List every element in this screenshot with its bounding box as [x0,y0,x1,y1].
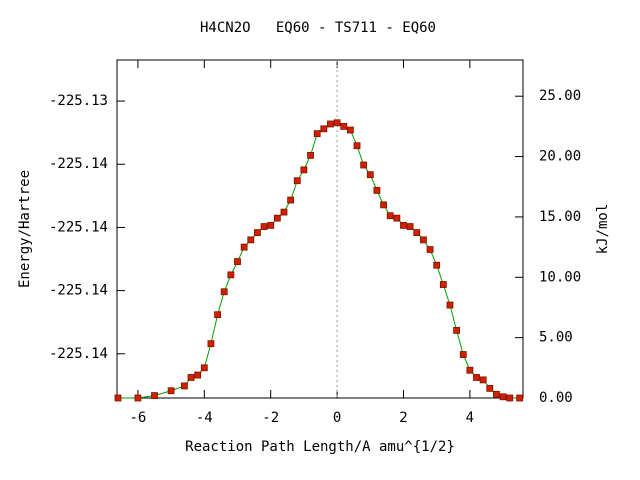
y2-tick-label: 10.00 [539,269,581,285]
point [287,196,295,204]
x-tick-label: 4 [466,410,474,426]
point [386,212,394,220]
point [406,223,414,230]
point [516,394,524,402]
point [433,261,441,269]
point [366,171,374,179]
y2-tick-label: 5.00 [539,330,573,346]
point [267,221,275,229]
point [327,120,334,128]
point [220,288,228,296]
point [446,301,454,309]
point [227,271,235,279]
point [499,393,507,401]
y2-tick-label: 15.00 [539,209,581,225]
point [373,186,381,194]
point [114,394,122,402]
point [313,130,321,138]
y-tick-label: -225.13 [49,93,108,109]
x-axis-label: Reaction Path Length/A amu^{1/2} [185,439,455,455]
point [180,382,188,390]
curve [117,122,520,399]
chart-title: H4CN2O EQ60 - TS711 - EQ60 [200,20,436,36]
point [247,236,255,244]
point [453,326,461,334]
point [333,119,341,127]
point [254,229,261,237]
point [307,151,314,159]
point [234,258,241,265]
x-tick-label: -6 [129,410,146,426]
point [300,166,308,174]
x-tick-label: 2 [399,410,407,426]
y-tick-label: -225.14 [49,283,108,299]
point [439,281,447,288]
point [493,390,500,398]
point [413,229,421,237]
point [353,142,361,150]
x-tick-label: 0 [333,410,341,426]
point [466,366,474,374]
y2-axis-label: kJ/mol [595,204,611,255]
point [167,387,175,395]
point [151,392,158,399]
point [207,340,215,348]
point [486,384,494,392]
x-tick-label: -2 [262,410,279,426]
point [479,376,487,384]
point [426,246,434,253]
point [346,126,354,134]
y-tick-label: -225.14 [49,219,108,235]
point [240,243,248,251]
point [506,394,514,402]
point [187,374,195,381]
plot-frame [116,59,524,399]
point [134,394,142,402]
y2-tick-label: 0.00 [539,390,573,406]
y2-tick-label: 25.00 [539,88,581,104]
y-tick-label: -225.14 [49,346,108,362]
point [194,371,202,379]
point [260,223,268,230]
y-tick-label: -225.14 [49,156,108,172]
point [200,364,208,372]
point [320,125,328,133]
point [280,208,288,216]
point [420,236,427,244]
point [214,311,221,319]
point [293,177,301,185]
point [473,374,480,381]
y2-tick-label: 20.00 [539,149,581,165]
point [340,122,348,130]
x-tick-label: -4 [196,410,213,426]
point [459,351,467,358]
point [380,201,387,209]
point [360,161,368,169]
point [400,221,407,229]
point [393,214,401,222]
y-axis-label: Energy/Hartree [17,170,33,288]
point [273,214,281,222]
